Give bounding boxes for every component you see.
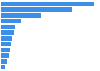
Bar bbox=[0, 7, 72, 12]
Bar bbox=[0, 13, 40, 18]
Bar bbox=[0, 25, 15, 29]
Bar bbox=[0, 65, 5, 69]
Bar bbox=[0, 19, 21, 23]
Bar bbox=[0, 59, 7, 64]
Bar bbox=[0, 36, 12, 41]
Bar bbox=[0, 53, 9, 58]
Bar bbox=[0, 42, 11, 46]
Bar bbox=[0, 2, 94, 6]
Bar bbox=[0, 48, 10, 52]
Bar bbox=[0, 30, 14, 35]
